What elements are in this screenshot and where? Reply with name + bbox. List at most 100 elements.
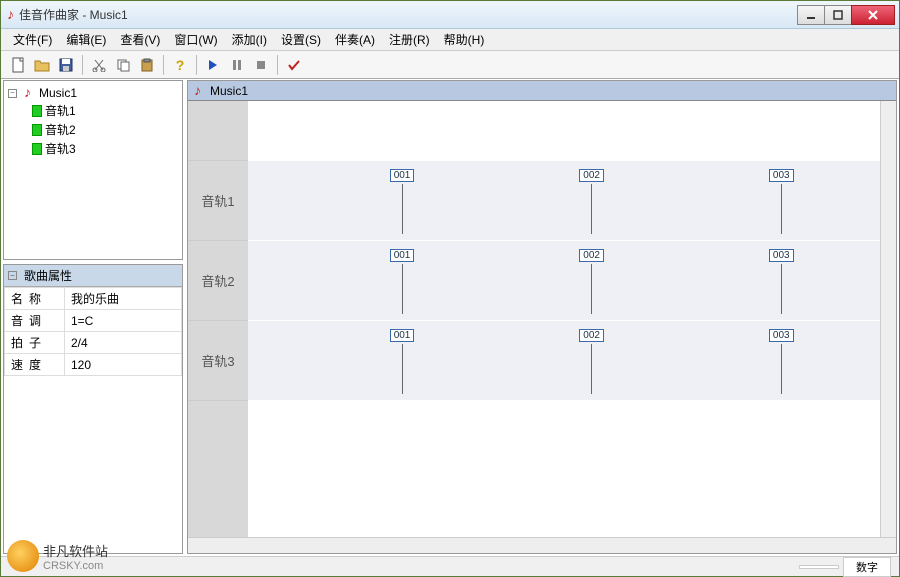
measure-number: 003 — [769, 169, 794, 182]
tree-root[interactable]: − Music1 — [8, 85, 178, 101]
measure-number: 002 — [579, 329, 604, 342]
prop-key: 拍子 — [5, 332, 65, 354]
left-panel: − Music1 音轨1 音轨2 音轨3 − 歌曲属性 名称我的乐曲 音调1=C… — [3, 80, 183, 554]
measure-mark[interactable]: 001 — [387, 167, 417, 234]
menu-register[interactable]: 注册(R) — [383, 29, 436, 50]
titlebar: 佳音作曲家 - Music1 — [1, 1, 899, 29]
paste-icon[interactable] — [136, 54, 158, 76]
track-row[interactable]: 001 002 003 — [248, 321, 880, 401]
app-icon — [7, 8, 19, 22]
track-label-2[interactable]: 音轨2 — [188, 241, 248, 321]
cut-icon[interactable] — [88, 54, 110, 76]
tree-item-track2[interactable]: 音轨2 — [8, 120, 178, 139]
maximize-button[interactable] — [824, 5, 852, 25]
menu-add[interactable]: 添加(I) — [226, 29, 273, 50]
tree-panel[interactable]: − Music1 音轨1 音轨2 音轨3 — [3, 80, 183, 260]
tracks-area[interactable]: 001 002 003 001 002 003 001 002 003 — [248, 101, 880, 537]
measure-mark[interactable]: 002 — [577, 247, 607, 314]
editor-title-text: Music1 — [210, 84, 248, 98]
measure-line — [591, 184, 592, 234]
properties-table: 名称我的乐曲 音调1=C 拍子2/4 速度120 — [4, 287, 182, 376]
prop-key: 名称 — [5, 288, 65, 310]
menu-accompany[interactable]: 伴奏(A) — [329, 29, 381, 50]
measure-mark[interactable]: 003 — [766, 247, 796, 314]
watermark-text: 非凡软件站 CRSKY.com — [43, 541, 108, 572]
measure-line — [402, 344, 403, 394]
tree-item-track3[interactable]: 音轨3 — [8, 139, 178, 158]
measure-mark[interactable]: 003 — [766, 167, 796, 234]
menu-file[interactable]: 文件(F) — [7, 29, 58, 50]
status-cell-empty — [799, 565, 839, 569]
separator — [196, 55, 197, 75]
help-icon[interactable]: ? — [169, 54, 191, 76]
open-file-icon[interactable] — [31, 54, 53, 76]
measure-line — [781, 344, 782, 394]
measure-mark[interactable]: 001 — [387, 327, 417, 394]
save-file-icon[interactable] — [55, 54, 77, 76]
properties-panel: − 歌曲属性 名称我的乐曲 音调1=C 拍子2/4 速度120 — [3, 264, 183, 554]
close-button[interactable] — [851, 5, 895, 25]
tree-root-label: Music1 — [39, 86, 77, 100]
prop-value[interactable]: 我的乐曲 — [65, 288, 182, 310]
workspace: − Music1 音轨1 音轨2 音轨3 − 歌曲属性 名称我的乐曲 音调1=C… — [3, 80, 897, 554]
tree-item-label: 音轨1 — [45, 102, 76, 119]
prop-row-tempo[interactable]: 速度120 — [5, 354, 182, 376]
collapse-icon[interactable]: − — [8, 271, 17, 280]
track-label-1[interactable]: 音轨1 — [188, 161, 248, 241]
menu-view[interactable]: 查看(V) — [114, 29, 166, 50]
measure-line — [781, 264, 782, 314]
measure-line — [591, 264, 592, 314]
watermark-logo-icon — [7, 540, 39, 572]
separator — [163, 55, 164, 75]
tree-item-track1[interactable]: 音轨1 — [8, 101, 178, 120]
track-label-spacer — [188, 101, 248, 161]
prop-row-name[interactable]: 名称我的乐曲 — [5, 288, 182, 310]
prop-value[interactable]: 1=C — [65, 310, 182, 332]
track-row[interactable]: 001 002 003 — [248, 161, 880, 241]
window-title: 佳音作曲家 - Music1 — [19, 6, 798, 23]
measure-line — [402, 264, 403, 314]
horizontal-scrollbar[interactable] — [188, 537, 896, 553]
editor-titlebar: Music1 — [188, 81, 896, 101]
measure-number: 002 — [579, 249, 604, 262]
status-mode: 数字 — [843, 557, 891, 577]
measure-mark[interactable]: 003 — [766, 327, 796, 394]
editor-body: 音轨1 音轨2 音轨3 001 002 003 001 002 003 001 002 003 — [188, 101, 896, 537]
check-icon[interactable] — [283, 54, 305, 76]
tree-item-label: 音轨2 — [45, 121, 76, 138]
prop-key: 速度 — [5, 354, 65, 376]
minimize-button[interactable] — [797, 5, 825, 25]
collapse-icon[interactable]: − — [8, 89, 17, 98]
measure-number: 002 — [579, 169, 604, 182]
menu-window[interactable]: 窗口(W) — [168, 29, 223, 50]
menu-settings[interactable]: 设置(S) — [275, 29, 327, 50]
properties-title: 歌曲属性 — [24, 267, 72, 284]
track-label-3[interactable]: 音轨3 — [188, 321, 248, 401]
prop-row-key[interactable]: 音调1=C — [5, 310, 182, 332]
menubar: 文件(F) 编辑(E) 查看(V) 窗口(W) 添加(I) 设置(S) 伴奏(A… — [1, 29, 899, 51]
window-controls — [798, 5, 895, 25]
measure-mark[interactable]: 002 — [577, 327, 607, 394]
play-icon[interactable] — [202, 54, 224, 76]
prop-value[interactable]: 2/4 — [65, 332, 182, 354]
measure-mark[interactable]: 002 — [577, 167, 607, 234]
stop-icon[interactable] — [250, 54, 272, 76]
menu-edit[interactable]: 编辑(E) — [60, 29, 112, 50]
copy-icon[interactable] — [112, 54, 134, 76]
app-window: 佳音作曲家 - Music1 文件(F) 编辑(E) 查看(V) 窗口(W) 添… — [0, 0, 900, 577]
new-file-icon[interactable] — [7, 54, 29, 76]
separator — [277, 55, 278, 75]
measure-mark[interactable]: 001 — [387, 247, 417, 314]
menu-help[interactable]: 帮助(H) — [438, 29, 491, 50]
prop-value[interactable]: 120 — [65, 354, 182, 376]
music-icon — [194, 84, 206, 98]
pause-icon[interactable] — [226, 54, 248, 76]
prop-row-beat[interactable]: 拍子2/4 — [5, 332, 182, 354]
statusbar: 数字 — [1, 556, 899, 576]
separator — [82, 55, 83, 75]
track-icon — [32, 105, 42, 117]
tree-item-label: 音轨3 — [45, 140, 76, 157]
track-row[interactable]: 001 002 003 — [248, 241, 880, 321]
measure-line — [402, 184, 403, 234]
vertical-scrollbar[interactable] — [880, 101, 896, 537]
